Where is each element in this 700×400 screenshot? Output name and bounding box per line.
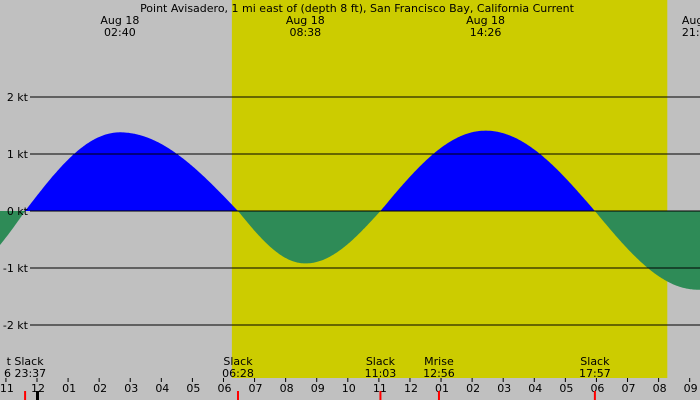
hour-tick-label: 08 bbox=[280, 382, 294, 395]
slack-marker bbox=[379, 391, 382, 400]
chart-title: Point Avisadero, 1 mi east of (depth 8 f… bbox=[140, 2, 575, 15]
current-area bbox=[0, 130, 700, 290]
event-label: Slack bbox=[580, 355, 610, 368]
hour-tick-label: 09 bbox=[684, 382, 698, 395]
slack-marker bbox=[236, 391, 239, 400]
y-tick-label: 2 kt bbox=[7, 91, 29, 104]
event-label: Slack bbox=[366, 355, 396, 368]
hour-tick-label: 11 bbox=[373, 382, 387, 395]
hour-tick-label: 03 bbox=[497, 382, 511, 395]
event-time: 11:03 bbox=[365, 367, 397, 380]
hour-tick-label: 04 bbox=[155, 382, 169, 395]
peak-time-label: 14:26 bbox=[470, 26, 502, 39]
hour-tick-label: 06 bbox=[217, 382, 231, 395]
peak-date-label: Aug 18 bbox=[466, 14, 505, 27]
peak-time-label: 02:40 bbox=[104, 26, 136, 39]
peak-time-label: 08:38 bbox=[289, 26, 321, 39]
event-time: 17:57 bbox=[579, 367, 611, 380]
hour-tick-label: 10 bbox=[342, 382, 356, 395]
event-time: 6 23:37 bbox=[4, 367, 46, 380]
flood-area bbox=[0, 130, 700, 211]
peak-date-label: Aug 1 bbox=[682, 14, 700, 27]
slack-marker bbox=[593, 391, 596, 400]
hour-tick-label: 11 bbox=[0, 382, 14, 395]
hour-tick-label: 06 bbox=[590, 382, 604, 395]
peak-time-label: 21:1 bbox=[682, 26, 700, 39]
event-label: Slack bbox=[223, 355, 253, 368]
hour-tick-label: 12 bbox=[404, 382, 418, 395]
event-label: Mrise bbox=[424, 355, 454, 368]
hour-tick-label: 07 bbox=[622, 382, 636, 395]
hour-tick-label: 04 bbox=[528, 382, 542, 395]
moonrise-marker bbox=[437, 391, 440, 400]
y-tick-label: -2 kt bbox=[3, 319, 29, 332]
hour-tick-label: 01 bbox=[62, 382, 76, 395]
hour-tick-label: 02 bbox=[466, 382, 480, 395]
hour-tick-label: 01 bbox=[435, 382, 449, 395]
hour-tick-label: 07 bbox=[249, 382, 263, 395]
hour-axis-strip bbox=[0, 378, 700, 400]
ebb-area bbox=[0, 211, 700, 290]
event-label: t Slack bbox=[7, 355, 45, 368]
hour-tick-label: 09 bbox=[311, 382, 325, 395]
slack-marker bbox=[24, 391, 27, 400]
peak-date-label: Aug 18 bbox=[286, 14, 325, 27]
hour-tick-label: 02 bbox=[93, 382, 107, 395]
gridlines bbox=[30, 96, 700, 326]
y-tick-label: 1 kt bbox=[7, 148, 29, 161]
hour-tick-label: 12 bbox=[31, 382, 45, 395]
y-tick-label: -1 kt bbox=[3, 262, 29, 275]
hour-tick-label: 03 bbox=[124, 382, 138, 395]
hour-tick-label: 05 bbox=[186, 382, 200, 395]
peak-date-label: Aug 18 bbox=[100, 14, 139, 27]
hour-tick-label: 05 bbox=[559, 382, 573, 395]
y-tick-labels: 2 kt 1 kt 0 kt -1 kt -2 kt bbox=[3, 91, 29, 332]
event-time: 06:28 bbox=[222, 367, 254, 380]
y-tick-label: 0 kt bbox=[7, 205, 29, 218]
hour-tick-label: 08 bbox=[653, 382, 667, 395]
hour-axis: 11 12 01 02 03 04 05 06 07 08 09 10 11 12 01 02 03 04 05 06… bbox=[0, 378, 698, 400]
event-time: 12:56 bbox=[423, 367, 455, 380]
midnight-marker bbox=[36, 391, 39, 400]
